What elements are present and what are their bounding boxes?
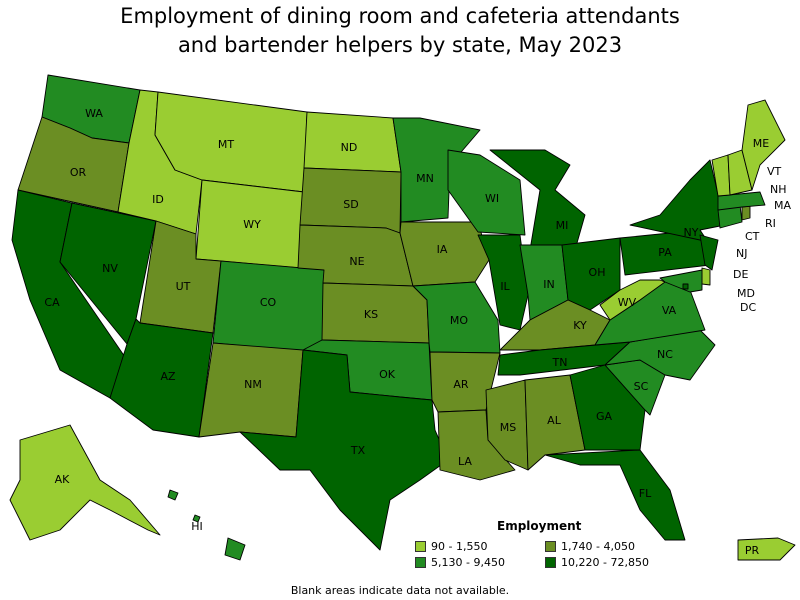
label-DC: DC — [740, 301, 756, 314]
label-NJ: NJ — [736, 247, 747, 260]
state-DE[interactable] — [701, 267, 711, 286]
label-MI: MI — [556, 219, 569, 232]
label-CT: CT — [745, 230, 760, 243]
label-IN: IN — [543, 278, 554, 291]
label-CA: CA — [44, 296, 60, 309]
legend-item-2: 1,740 - 4,050 — [545, 540, 675, 553]
state-OH[interactable] — [561, 237, 621, 311]
label-TX: TX — [350, 444, 366, 457]
state-ME[interactable] — [741, 99, 786, 191]
label-AK: AK — [55, 473, 71, 486]
label-OK: OK — [379, 368, 396, 381]
state-DC[interactable] — [682, 283, 689, 290]
label-ME: ME — [753, 137, 769, 150]
state-HI[interactable] — [167, 489, 246, 561]
legend: Employment 90 - 1,550 1,740 - 4,050 5,13… — [415, 519, 675, 569]
label-ID: ID — [152, 193, 164, 206]
state-NJ[interactable] — [699, 234, 719, 271]
label-MN: MN — [416, 172, 434, 185]
label-PA: PA — [658, 246, 672, 259]
label-IA: IA — [437, 243, 448, 256]
state-RI[interactable] — [741, 205, 751, 221]
label-OR: OR — [70, 166, 87, 179]
state-MD[interactable] — [659, 269, 703, 293]
legend-label-4: 10,220 - 72,850 — [561, 556, 649, 569]
label-NH: NH — [770, 183, 787, 196]
label-OH: OH — [589, 266, 606, 279]
label-WA: WA — [85, 107, 103, 120]
legend-label-2: 1,740 - 4,050 — [561, 540, 635, 553]
label-AL: AL — [547, 414, 562, 427]
legend-swatch-1 — [415, 541, 426, 552]
state-GA[interactable] — [569, 364, 646, 451]
state-LA[interactable] — [437, 409, 516, 481]
footnote: Blank areas indicate data not available. — [290, 584, 510, 597]
state-MS[interactable] — [485, 379, 529, 471]
label-UT: UT — [176, 280, 191, 293]
legend-label-1: 90 - 1,550 — [431, 540, 488, 553]
label-TN: TN — [552, 356, 568, 369]
label-ND: ND — [341, 141, 358, 154]
label-HI: HI — [191, 520, 203, 533]
label-WI: WI — [485, 192, 499, 205]
legend-title: Employment — [497, 519, 582, 533]
label-NE: NE — [349, 255, 364, 268]
label-KY: KY — [573, 319, 587, 332]
label-IL: IL — [500, 280, 510, 293]
state-TX[interactable] — [239, 349, 449, 551]
label-WV: WV — [618, 296, 637, 309]
title-line-2: and bartender helpers by state, May 2023 — [177, 33, 623, 57]
label-RI: RI — [765, 217, 776, 230]
label-MD: MD — [737, 287, 755, 300]
label-WY: WY — [243, 218, 261, 231]
label-SD: SD — [343, 198, 358, 211]
label-MA: MA — [774, 199, 791, 212]
label-KS: KS — [364, 308, 378, 321]
label-SC: SC — [634, 380, 649, 393]
state-AZ[interactable] — [109, 318, 214, 438]
label-CO: CO — [260, 296, 277, 309]
label-MS: MS — [500, 421, 516, 434]
label-AR: AR — [453, 378, 469, 391]
label-NY: NY — [684, 226, 699, 239]
legend-swatch-4 — [545, 557, 556, 568]
label-PR: PR — [745, 544, 760, 557]
state-AL[interactable] — [524, 374, 586, 471]
label-FL: FL — [639, 487, 652, 500]
label-NC: NC — [657, 348, 673, 361]
label-LA: LA — [458, 455, 472, 468]
legend-swatch-2 — [545, 541, 556, 552]
label-AZ: AZ — [160, 370, 176, 383]
map-title: Employment of dining room and cafeteria … — [0, 2, 800, 60]
state-NY[interactable] — [629, 159, 726, 246]
state-MA[interactable] — [717, 191, 766, 211]
label-NV: NV — [102, 262, 118, 275]
legend-item-4: 10,220 - 72,850 — [545, 556, 675, 569]
legend-items: 90 - 1,550 1,740 - 4,050 5,130 - 9,450 1… — [415, 540, 675, 569]
state-PR[interactable] — [737, 537, 796, 561]
state-AK[interactable] — [9, 424, 161, 541]
legend-label-3: 5,130 - 9,450 — [431, 556, 505, 569]
state-MI[interactable] — [489, 149, 586, 251]
label-DE: DE — [733, 268, 748, 281]
state-WI[interactable] — [447, 149, 526, 236]
label-VA: VA — [662, 304, 677, 317]
state-WV[interactable] — [599, 279, 666, 321]
label-VT: VT — [767, 165, 782, 178]
state-FL[interactable] — [544, 449, 686, 541]
legend-item-1: 90 - 1,550 — [415, 540, 545, 553]
title-line-1: Employment of dining room and cafeteria … — [120, 4, 680, 28]
label-GA: GA — [596, 410, 613, 423]
label-MT: MT — [218, 138, 234, 151]
legend-swatch-3 — [415, 557, 426, 568]
label-NM: NM — [244, 378, 262, 391]
label-MO: MO — [450, 314, 468, 327]
legend-item-3: 5,130 - 9,450 — [415, 556, 545, 569]
